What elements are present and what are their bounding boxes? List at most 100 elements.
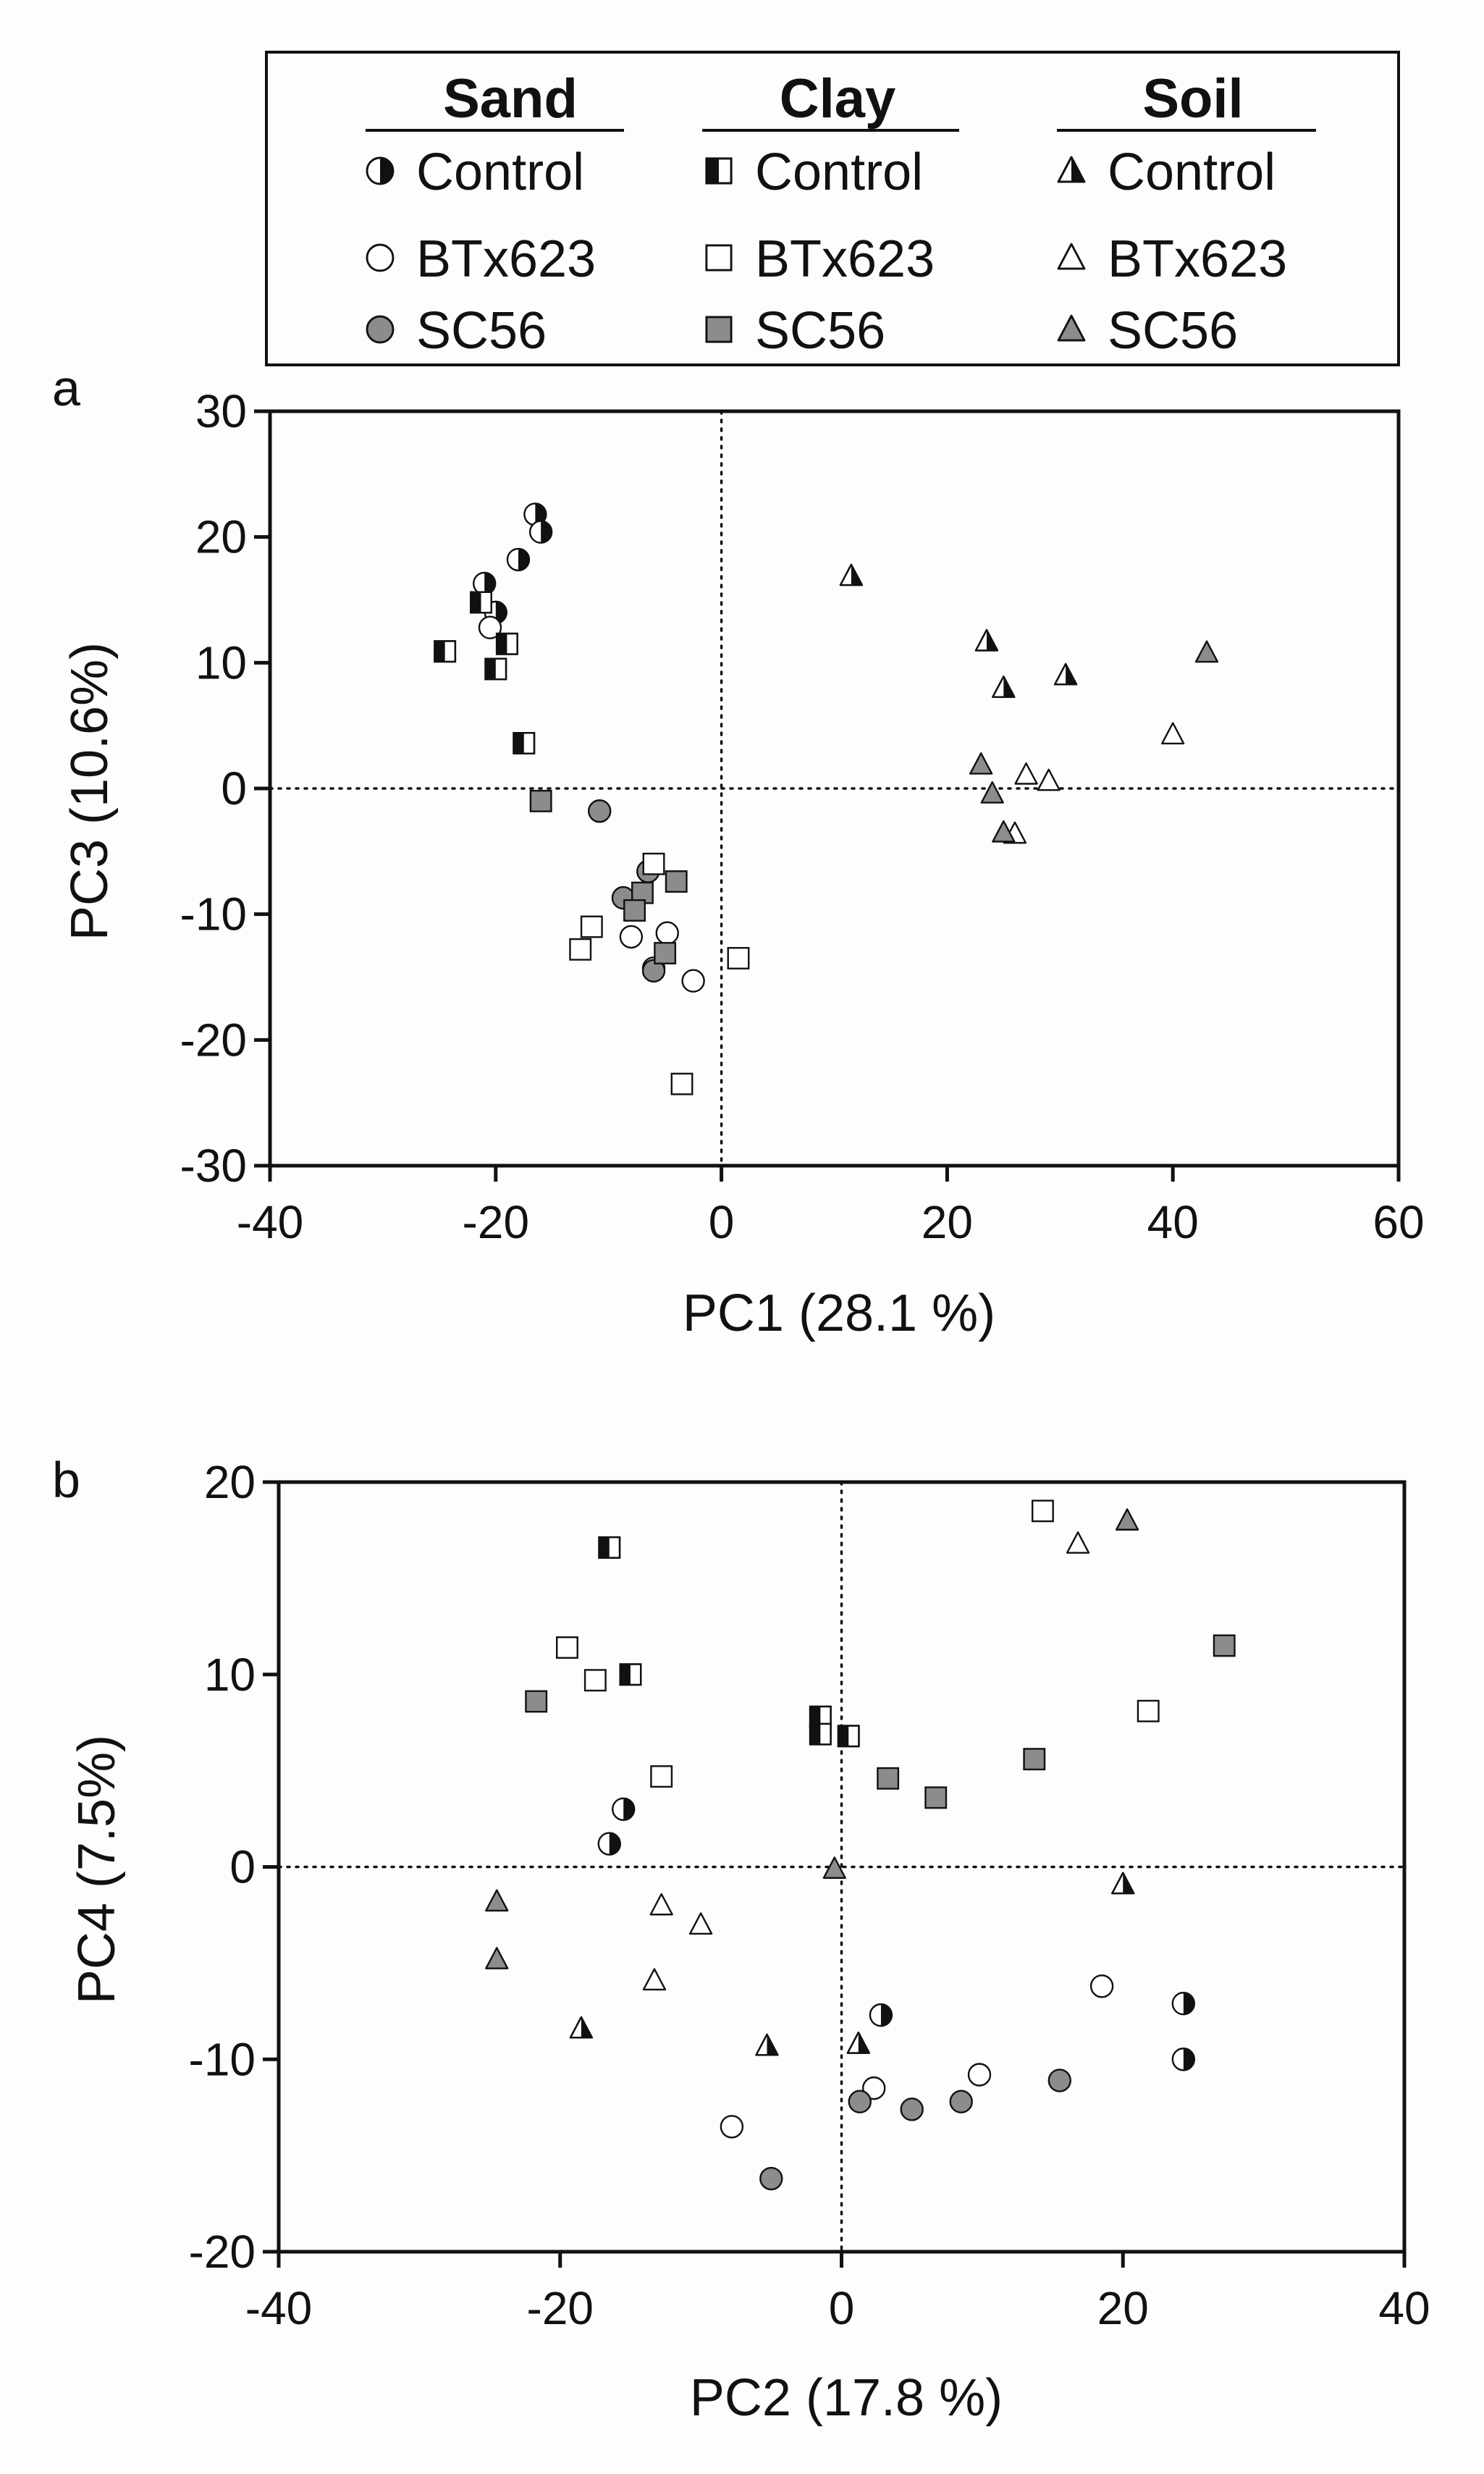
y-tick-label: 20 bbox=[204, 1456, 256, 1508]
data-point bbox=[670, 1072, 693, 1095]
data-point bbox=[597, 1832, 621, 1856]
data-point bbox=[612, 1797, 636, 1821]
y-tick-label: 10 bbox=[204, 1649, 256, 1701]
data-point bbox=[1047, 2069, 1071, 2092]
legend-header-sand: Sand bbox=[443, 68, 578, 130]
legend-marker-symbol bbox=[366, 315, 395, 344]
y-tick-label: -20 bbox=[189, 2226, 256, 2278]
y-axis-title-b: PC4 (7.5%) bbox=[68, 1735, 126, 2004]
y-tick-label: -30 bbox=[180, 1140, 248, 1192]
legend-label-clay-sc56: SC56 bbox=[755, 302, 885, 360]
legend-marker-symbol bbox=[366, 156, 395, 185]
data-point bbox=[650, 1765, 673, 1788]
data-point bbox=[1171, 1991, 1196, 2016]
data-point bbox=[513, 732, 536, 754]
x-tick-label: -20 bbox=[463, 1196, 530, 1248]
x-tick-label: 20 bbox=[1097, 2282, 1149, 2334]
data-point bbox=[1171, 2048, 1196, 2071]
x-tick-label: 20 bbox=[922, 1196, 973, 1248]
data-point bbox=[654, 942, 677, 964]
legend-label-sand-control: Control bbox=[416, 143, 584, 201]
x-tick-label: 40 bbox=[1378, 2282, 1430, 2334]
legend-marker-symbol bbox=[366, 243, 395, 272]
legend-marker-soil-control bbox=[1057, 156, 1086, 183]
y-tick-label: 0 bbox=[221, 762, 247, 815]
data-point bbox=[924, 1786, 948, 1809]
x-axis-title-a: PC1 (28.1 %) bbox=[683, 1284, 995, 1342]
x-tick-label: -40 bbox=[245, 2282, 313, 2334]
data-point bbox=[655, 921, 679, 945]
x-tick-label: -20 bbox=[527, 2282, 594, 2334]
data-point bbox=[727, 946, 750, 969]
series-soil-btx623 bbox=[642, 1531, 1090, 1991]
data-point bbox=[992, 820, 1016, 843]
data-point bbox=[848, 2090, 872, 2113]
data-point bbox=[1194, 640, 1219, 663]
legend-marker-symbol bbox=[705, 157, 733, 185]
data-point bbox=[949, 2090, 973, 2113]
x-axis-title-b: PC2 (17.8 %) bbox=[690, 2369, 1003, 2427]
legend-label-clay-btx623: BTx623 bbox=[755, 230, 935, 288]
data-point bbox=[580, 915, 603, 938]
legend-label-sand-sc56: SC56 bbox=[416, 302, 547, 360]
data-point bbox=[846, 2032, 870, 2054]
data-point bbox=[1089, 1974, 1114, 1998]
data-point bbox=[473, 571, 497, 596]
y-tick-label: 0 bbox=[229, 1841, 256, 1893]
data-point bbox=[1053, 662, 1078, 686]
data-point bbox=[598, 1536, 621, 1559]
y-tick-label: 20 bbox=[195, 511, 247, 563]
series-sand-btx623 bbox=[720, 1974, 1114, 2139]
y-tick-label: 30 bbox=[195, 385, 247, 437]
legend: Sand Control BTx623 SC56 Clay Control BT… bbox=[265, 51, 1400, 366]
data-point bbox=[478, 615, 502, 639]
data-point bbox=[1137, 1699, 1160, 1722]
data-point bbox=[623, 899, 646, 922]
data-point bbox=[1213, 1634, 1236, 1657]
data-point bbox=[720, 2115, 744, 2139]
data-point bbox=[506, 547, 531, 572]
series-sand-control bbox=[473, 502, 553, 625]
series-clay-control bbox=[598, 1536, 860, 1748]
data-point bbox=[619, 1663, 642, 1686]
data-point bbox=[688, 1912, 713, 1935]
series-clay-control bbox=[434, 591, 536, 754]
data-point bbox=[822, 1856, 846, 1879]
data-point bbox=[649, 1893, 673, 1916]
legend-header-clay: Clay bbox=[780, 68, 896, 130]
x-tick-label: 0 bbox=[829, 2282, 855, 2334]
series-clay-btx623 bbox=[569, 852, 750, 1095]
legend-label-soil-sc56: SC56 bbox=[1108, 302, 1238, 360]
data-point bbox=[641, 959, 666, 983]
y-tick-label: -10 bbox=[180, 888, 248, 941]
legend-marker-clay-sc56 bbox=[705, 316, 733, 343]
data-point bbox=[809, 1722, 832, 1746]
y-tick-label: 10 bbox=[195, 636, 247, 689]
data-points-a bbox=[434, 502, 1219, 1095]
data-point bbox=[569, 938, 592, 961]
data-point bbox=[1161, 722, 1185, 745]
data-point bbox=[969, 752, 993, 775]
chart-panel-a: -40 -20 0 20 40 60 -30 -20 -10 0 10 20 30 PC1 (28.1 … bbox=[61, 385, 1425, 1342]
x-tick-label: 40 bbox=[1147, 1196, 1199, 1248]
data-point bbox=[877, 1767, 900, 1790]
data-point bbox=[837, 1725, 860, 1748]
data-point bbox=[980, 781, 1004, 804]
legend-marker-sand-control bbox=[366, 156, 395, 185]
series-clay-sc56 bbox=[529, 789, 688, 964]
y-tick-label: -20 bbox=[180, 1014, 248, 1066]
legend-marker-sand-btx623 bbox=[366, 243, 395, 272]
data-point bbox=[681, 969, 705, 993]
plot-area-a: -40 -20 0 20 40 60 -30 -20 -10 0 10 20 30 bbox=[180, 385, 1425, 1248]
x-tick-label: -40 bbox=[237, 1196, 304, 1248]
legend-label-soil-btx623: BTx623 bbox=[1108, 230, 1287, 288]
legend-group-sand: Sand Control BTx623 SC56 bbox=[366, 68, 624, 360]
data-point bbox=[869, 2003, 893, 2027]
data-point bbox=[665, 870, 688, 893]
data-points-b bbox=[485, 1499, 1236, 2191]
data-point bbox=[974, 628, 999, 652]
data-point bbox=[967, 2063, 992, 2087]
legend-label-soil-control: Control bbox=[1108, 143, 1276, 201]
series-sand-sc56 bbox=[759, 2069, 1071, 2191]
